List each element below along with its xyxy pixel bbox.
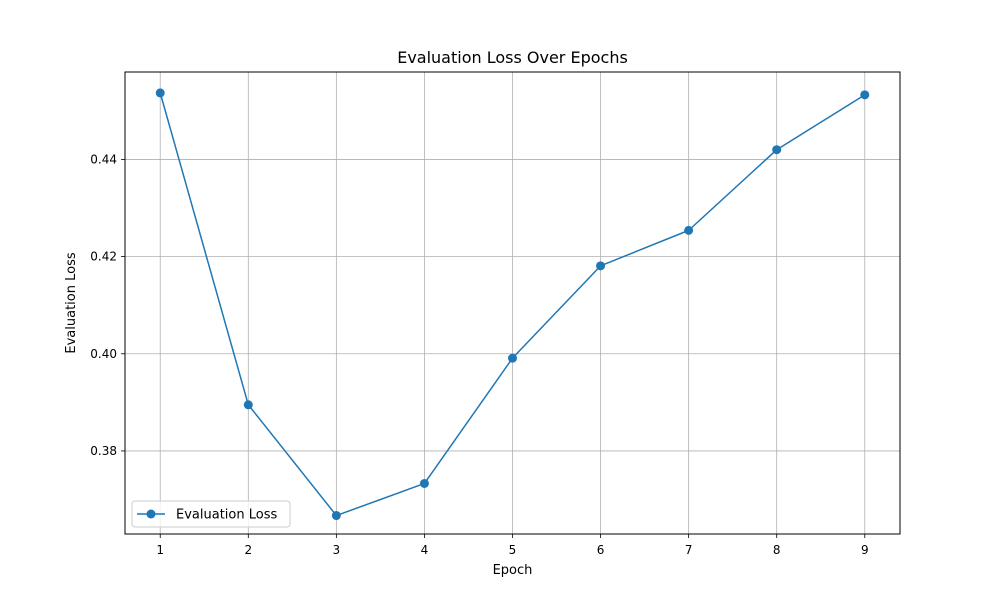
x-tick-label: 9	[861, 543, 869, 557]
x-tick-label: 1	[156, 543, 164, 557]
y-tick-label: 0.42	[90, 250, 117, 264]
legend-box	[131, 500, 291, 528]
legend: Evaluation Loss	[131, 500, 291, 528]
x-tick-label: 5	[509, 543, 517, 557]
y-tick-label: 0.38	[90, 444, 117, 458]
data-point	[596, 261, 606, 271]
x-tick-label: 6	[597, 543, 605, 557]
data-point	[155, 88, 165, 98]
y-tick-label: 0.40	[90, 347, 117, 361]
series-layer	[155, 88, 870, 521]
y-tick-label: 0.44	[90, 152, 117, 166]
x-tick-label: 4	[421, 543, 429, 557]
data-point	[772, 145, 782, 155]
legend-marker-swatch	[146, 509, 156, 519]
data-point	[508, 353, 517, 363]
x-axis-label: Epoch	[493, 563, 533, 578]
x-tick-label: 3	[333, 543, 341, 557]
data-point	[419, 478, 429, 488]
x-axis-ticks: 1 2 3 4 5 6 7 8 9	[156, 534, 869, 557]
legend-label: Evaluation Loss	[176, 508, 277, 523]
x-tick-label: 2	[244, 543, 252, 557]
data-point	[331, 511, 341, 521]
chart-title: Evaluation Loss Over Epochs	[397, 48, 628, 67]
x-tick-label: 7	[685, 543, 693, 557]
y-axis-label: Evaluation Loss	[64, 252, 79, 353]
y-axis-ticks: 0.38 0.40 0.42 0.44	[90, 152, 125, 458]
x-tick-label: 8	[773, 543, 781, 557]
data-point	[860, 90, 870, 100]
data-point	[243, 400, 253, 410]
data-point	[684, 225, 694, 235]
